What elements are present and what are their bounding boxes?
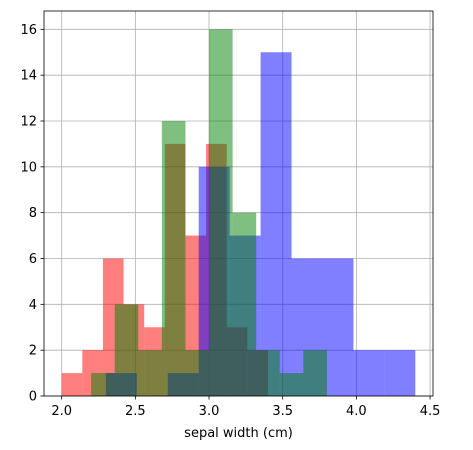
histogram-bar <box>232 212 257 396</box>
histogram-bar <box>279 373 304 396</box>
x-tick-label: 2.5 <box>125 404 146 419</box>
x-tick-label: 4.0 <box>346 404 367 419</box>
y-tick-label: 6 <box>29 252 37 267</box>
histogram-bar <box>91 373 115 396</box>
x-axis-label: sepal width (cm) <box>184 426 293 441</box>
histogram-bar <box>256 350 280 396</box>
histogram-bar <box>260 52 292 396</box>
axes-frame <box>43 10 434 397</box>
histogram-bar <box>384 350 416 396</box>
y-tick-label: 4 <box>29 298 37 313</box>
histogram-bar <box>209 29 233 396</box>
x-tick-label: 4.5 <box>420 404 441 419</box>
x-tick-label: 3.0 <box>199 404 220 419</box>
x-tick-label: 3.5 <box>272 404 293 419</box>
histogram-bar <box>322 258 354 396</box>
y-tick-label: 12 <box>20 115 37 130</box>
histogram-bar <box>138 350 162 396</box>
histogram-bar <box>353 350 385 396</box>
y-tick-label: 10 <box>20 160 37 175</box>
x-tick-label: 2.0 <box>51 404 72 419</box>
histogram-bar <box>185 350 210 396</box>
histogram-bar <box>61 373 83 396</box>
histogram-series-3 <box>91 29 327 396</box>
histogram-bar <box>161 121 186 396</box>
y-tick-label: 8 <box>29 206 37 221</box>
y-tick-label: 14 <box>20 69 37 84</box>
y-tick-label: 16 <box>20 23 37 38</box>
histogram-bar <box>303 350 327 396</box>
y-tick-label: 0 <box>29 390 37 405</box>
histogram-bar <box>114 304 139 396</box>
y-tick-label: 2 <box>29 344 37 359</box>
